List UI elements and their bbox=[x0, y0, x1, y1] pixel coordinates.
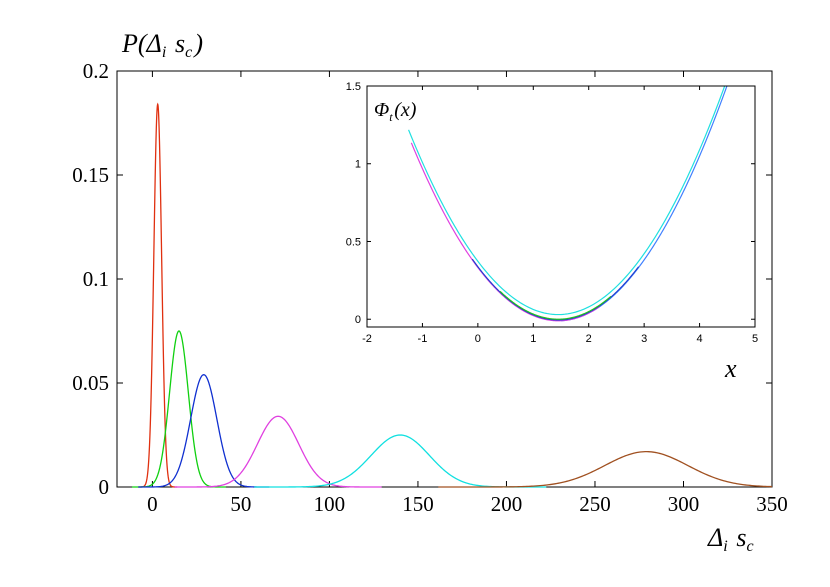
main-x-axis-label: Δi sc bbox=[707, 523, 756, 555]
main-series-line-1 bbox=[138, 102, 178, 488]
inset-x-tick-label: -1 bbox=[418, 333, 428, 345]
main-series-line-6 bbox=[438, 450, 773, 488]
inset-background bbox=[367, 86, 755, 327]
inset-x-tick-label: -2 bbox=[362, 333, 372, 345]
inset-y-tick-label: 1.5 bbox=[346, 81, 361, 93]
inset-x-tick-label: 3 bbox=[641, 333, 647, 345]
main-series-line-4 bbox=[174, 415, 382, 488]
main-y-tick-label: 0.05 bbox=[72, 371, 109, 395]
main-x-tick-label: 0 bbox=[147, 492, 158, 516]
main-y-tick-label: 0 bbox=[99, 475, 110, 499]
inset-x-tick-label: 0 bbox=[475, 333, 481, 345]
main-y-tick-label: 0.1 bbox=[83, 267, 109, 291]
inset-y-tick-label: 0 bbox=[355, 314, 361, 326]
inset-x-tick-label: 4 bbox=[697, 333, 703, 345]
main-x-tick-label: 350 bbox=[756, 492, 788, 516]
main-x-tick-label: 150 bbox=[402, 492, 434, 516]
main-x-tick-label: 50 bbox=[230, 492, 251, 516]
inset-x-tick-label: 2 bbox=[586, 333, 592, 345]
inset-series-group bbox=[408, 86, 728, 322]
main-x-tick-label: 100 bbox=[314, 492, 346, 516]
main-series-line-3 bbox=[138, 374, 270, 488]
main-y-tick-label: 0.15 bbox=[72, 163, 109, 187]
main-x-tick-label: 200 bbox=[491, 492, 523, 516]
inset-x-axis-label: x bbox=[724, 354, 737, 383]
inset-series-line-1 bbox=[408, 86, 726, 316]
inset-y-tick-label: 0.5 bbox=[346, 236, 361, 248]
inset-chart: -2 -1 0 1 2 3 4 5 0 0.5 1 1.5 Φt (x) x bbox=[346, 81, 758, 383]
main-x-tick-label: 300 bbox=[668, 492, 700, 516]
main-x-tick-label: 250 bbox=[579, 492, 611, 516]
inset-series-line-5 bbox=[499, 290, 612, 320]
main-series-group bbox=[132, 102, 773, 488]
inset-y-axis-label: Φt (x) bbox=[374, 99, 417, 124]
inset-axes: -2 -1 0 1 2 3 4 5 0 0.5 1 1.5 bbox=[346, 81, 758, 345]
inset-x-tick-label: 5 bbox=[752, 333, 758, 345]
inset-x-tick-label: 1 bbox=[530, 333, 536, 345]
main-y-tick-label: 0.2 bbox=[83, 59, 109, 83]
inset-y-tick-label: 1 bbox=[355, 159, 361, 171]
main-series-line-2 bbox=[132, 330, 226, 488]
inset-plot-frame bbox=[366, 85, 756, 328]
main-y-axis-label: P(Δi sc ) bbox=[121, 29, 203, 61]
